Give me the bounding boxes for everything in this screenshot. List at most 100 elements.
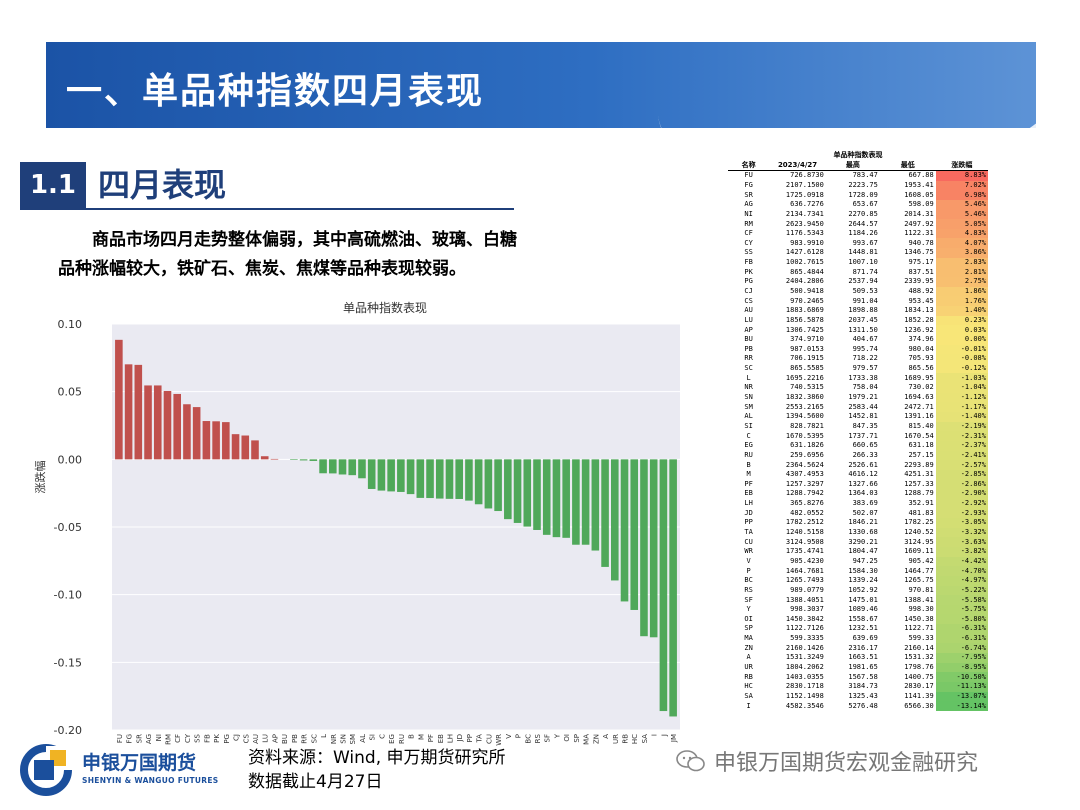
table-cell: -6.31% — [935, 633, 988, 644]
x-tick-label: MA — [583, 734, 591, 745]
table-cell: 1737.71 — [848, 431, 878, 440]
table-cell: 1450.3842 — [785, 614, 824, 623]
table-cell: -4.42% — [935, 556, 988, 567]
table-row: SP 1122.7126 1232.51 1122.71 -6.31% — [728, 624, 988, 634]
table-row: PB 987.0153 995.74 980.04 -0.01% — [728, 344, 988, 355]
table-cell: 0.03% — [935, 325, 988, 335]
table-cell: -1.03% — [935, 373, 988, 384]
table-cell: 1689.95 — [904, 373, 934, 382]
table-cell: 1695.2216 — [785, 373, 824, 382]
table-cell: 2014.31 — [904, 209, 934, 218]
table-cell: 726.8730 — [790, 171, 824, 180]
table-cell: V — [746, 556, 751, 565]
table-cell: 1464.77 — [904, 566, 934, 575]
table-cell: -3.63% — [935, 537, 988, 547]
table-cell: 1141.39 — [904, 691, 934, 700]
x-tick-label: J — [660, 734, 668, 737]
table-cell: -3.32% — [935, 527, 988, 538]
table-cell: 482.0552 — [790, 508, 824, 517]
table-cell: -1.12% — [935, 392, 988, 403]
table-cell: 2553.2165 — [785, 402, 824, 411]
table-cell: RU — [744, 450, 753, 459]
bar-chart: 单品种指数表现 0.10 0.05 0.00 -0.05 -0.10 -0.15 -0.20… — [0, 292, 700, 750]
table-cell: 953.45 — [908, 296, 934, 305]
table-cell: 266.33 — [852, 450, 878, 459]
table-header-cell: 名称 — [728, 160, 770, 171]
table-cell: 502.07 — [852, 508, 878, 517]
table-row: NR 740.5315 758.04 730.02 -1.04% — [728, 383, 988, 393]
table-cell: TA — [744, 528, 753, 537]
bar-wr — [494, 459, 502, 512]
table-cell: PG — [744, 277, 753, 286]
bar-v — [504, 459, 512, 520]
table-cell: -2.90% — [935, 489, 988, 499]
x-tick-label: A — [602, 734, 610, 739]
table-cell: 1531.3249 — [785, 653, 824, 662]
table-cell: 1531.32 — [904, 653, 934, 662]
summary-text: 商品市场四月走势整体偏弱，其中高硫燃油、玻璃、白糖品种涨幅较大，铁矿石、焦炭、焦… — [58, 230, 517, 279]
table-cell: 783.47 — [852, 171, 878, 180]
table-cell: -6.31% — [935, 624, 988, 634]
bar-ap — [270, 458, 279, 460]
y-tick-label: 0.00 — [58, 453, 83, 466]
table-cell: 3290.21 — [848, 537, 878, 546]
table-cell: -8.95% — [935, 662, 988, 673]
table-cell: P — [746, 566, 751, 575]
table-cell: 1846.21 — [848, 518, 878, 527]
table-cell: SM — [744, 402, 753, 411]
table-cell: 993.67 — [852, 238, 878, 247]
table-row: RB 1403.0355 1567.58 1400.75 -10.50% — [728, 672, 988, 682]
table-cell: 257.15 — [908, 450, 934, 459]
table-row: EG 631.1826 660.65 631.18 -2.37% — [728, 440, 988, 451]
table-cell: 404.67 — [852, 335, 878, 344]
x-tick-label: JM — [670, 734, 678, 743]
table-cell: 905.4230 — [790, 556, 824, 565]
table-cell: 636.7276 — [790, 200, 824, 209]
table-cell: 653.67 — [852, 200, 878, 209]
source-note: 资料来源：Wind, 申万期货研究所 数据截止4月27日 — [248, 746, 506, 794]
table-cell: 259.6956 — [790, 450, 824, 459]
table-cell: 1265.75 — [904, 576, 934, 585]
table-cell: 1953.41 — [904, 180, 934, 189]
table-row: I 4582.3546 5276.48 6566.30 -13.14% — [728, 701, 988, 711]
table-row: CF 1176.5343 1184.26 1122.31 4.83% — [728, 228, 988, 239]
table-cell: 2537.94 — [848, 277, 878, 286]
table-cell: OI — [744, 614, 753, 623]
table-cell: 1265.7493 — [785, 576, 824, 585]
table-cell: 1152.1498 — [785, 691, 824, 700]
table-cell: 847.35 — [852, 421, 878, 430]
x-tick-label: M — [417, 734, 425, 740]
table-cell: 1052.92 — [848, 585, 878, 594]
index-table: 单品种指数表现 名称 2023/4/27 最高 最低 涨跌幅 FU 726.8730 783… — [728, 150, 988, 711]
table-cell: -4.70% — [935, 566, 988, 576]
y-tick-label: -0.05 — [54, 521, 82, 534]
bar-sc — [309, 459, 318, 461]
table-cell: SR — [744, 190, 753, 199]
table-cell: 1002.7615 — [785, 258, 824, 267]
table-cell: 2364.5624 — [785, 460, 824, 469]
y-tick-label: 0.05 — [58, 386, 83, 399]
x-tick-label: EB — [437, 734, 445, 743]
x-tick-label: AP — [271, 734, 279, 743]
x-tick-label: NR — [330, 734, 338, 744]
bar-fb — [202, 421, 211, 460]
table-row: RU 259.6956 266.33 257.15 -2.41% — [728, 450, 988, 461]
table-row: M 4307.4953 4616.12 4251.31 -2.85% — [728, 469, 988, 480]
table-cell: AU — [744, 306, 753, 315]
table-cell: 1834.13 — [904, 306, 934, 315]
table-cell: 0.23% — [935, 315, 988, 326]
bar-fg — [124, 364, 133, 460]
table-cell: 1558.67 — [848, 614, 878, 623]
table-cell: C — [746, 431, 751, 440]
table-cell: AP — [744, 325, 753, 334]
table-cell: 1782.25 — [904, 518, 934, 527]
table-cell: MA — [744, 634, 753, 643]
table-row: AG 636.7276 653.67 598.09 5.46% — [728, 199, 988, 210]
table-row: FG 2107.1500 2223.75 1953.41 7.02% — [728, 180, 988, 191]
table-cell: 1.86% — [935, 286, 988, 297]
table-cell: 1306.7425 — [785, 325, 824, 334]
table-cell: 1898.88 — [848, 306, 878, 315]
bar-rm — [163, 390, 172, 460]
table-cell: 815.40 — [908, 421, 934, 430]
x-tick-label: TA — [476, 734, 484, 744]
